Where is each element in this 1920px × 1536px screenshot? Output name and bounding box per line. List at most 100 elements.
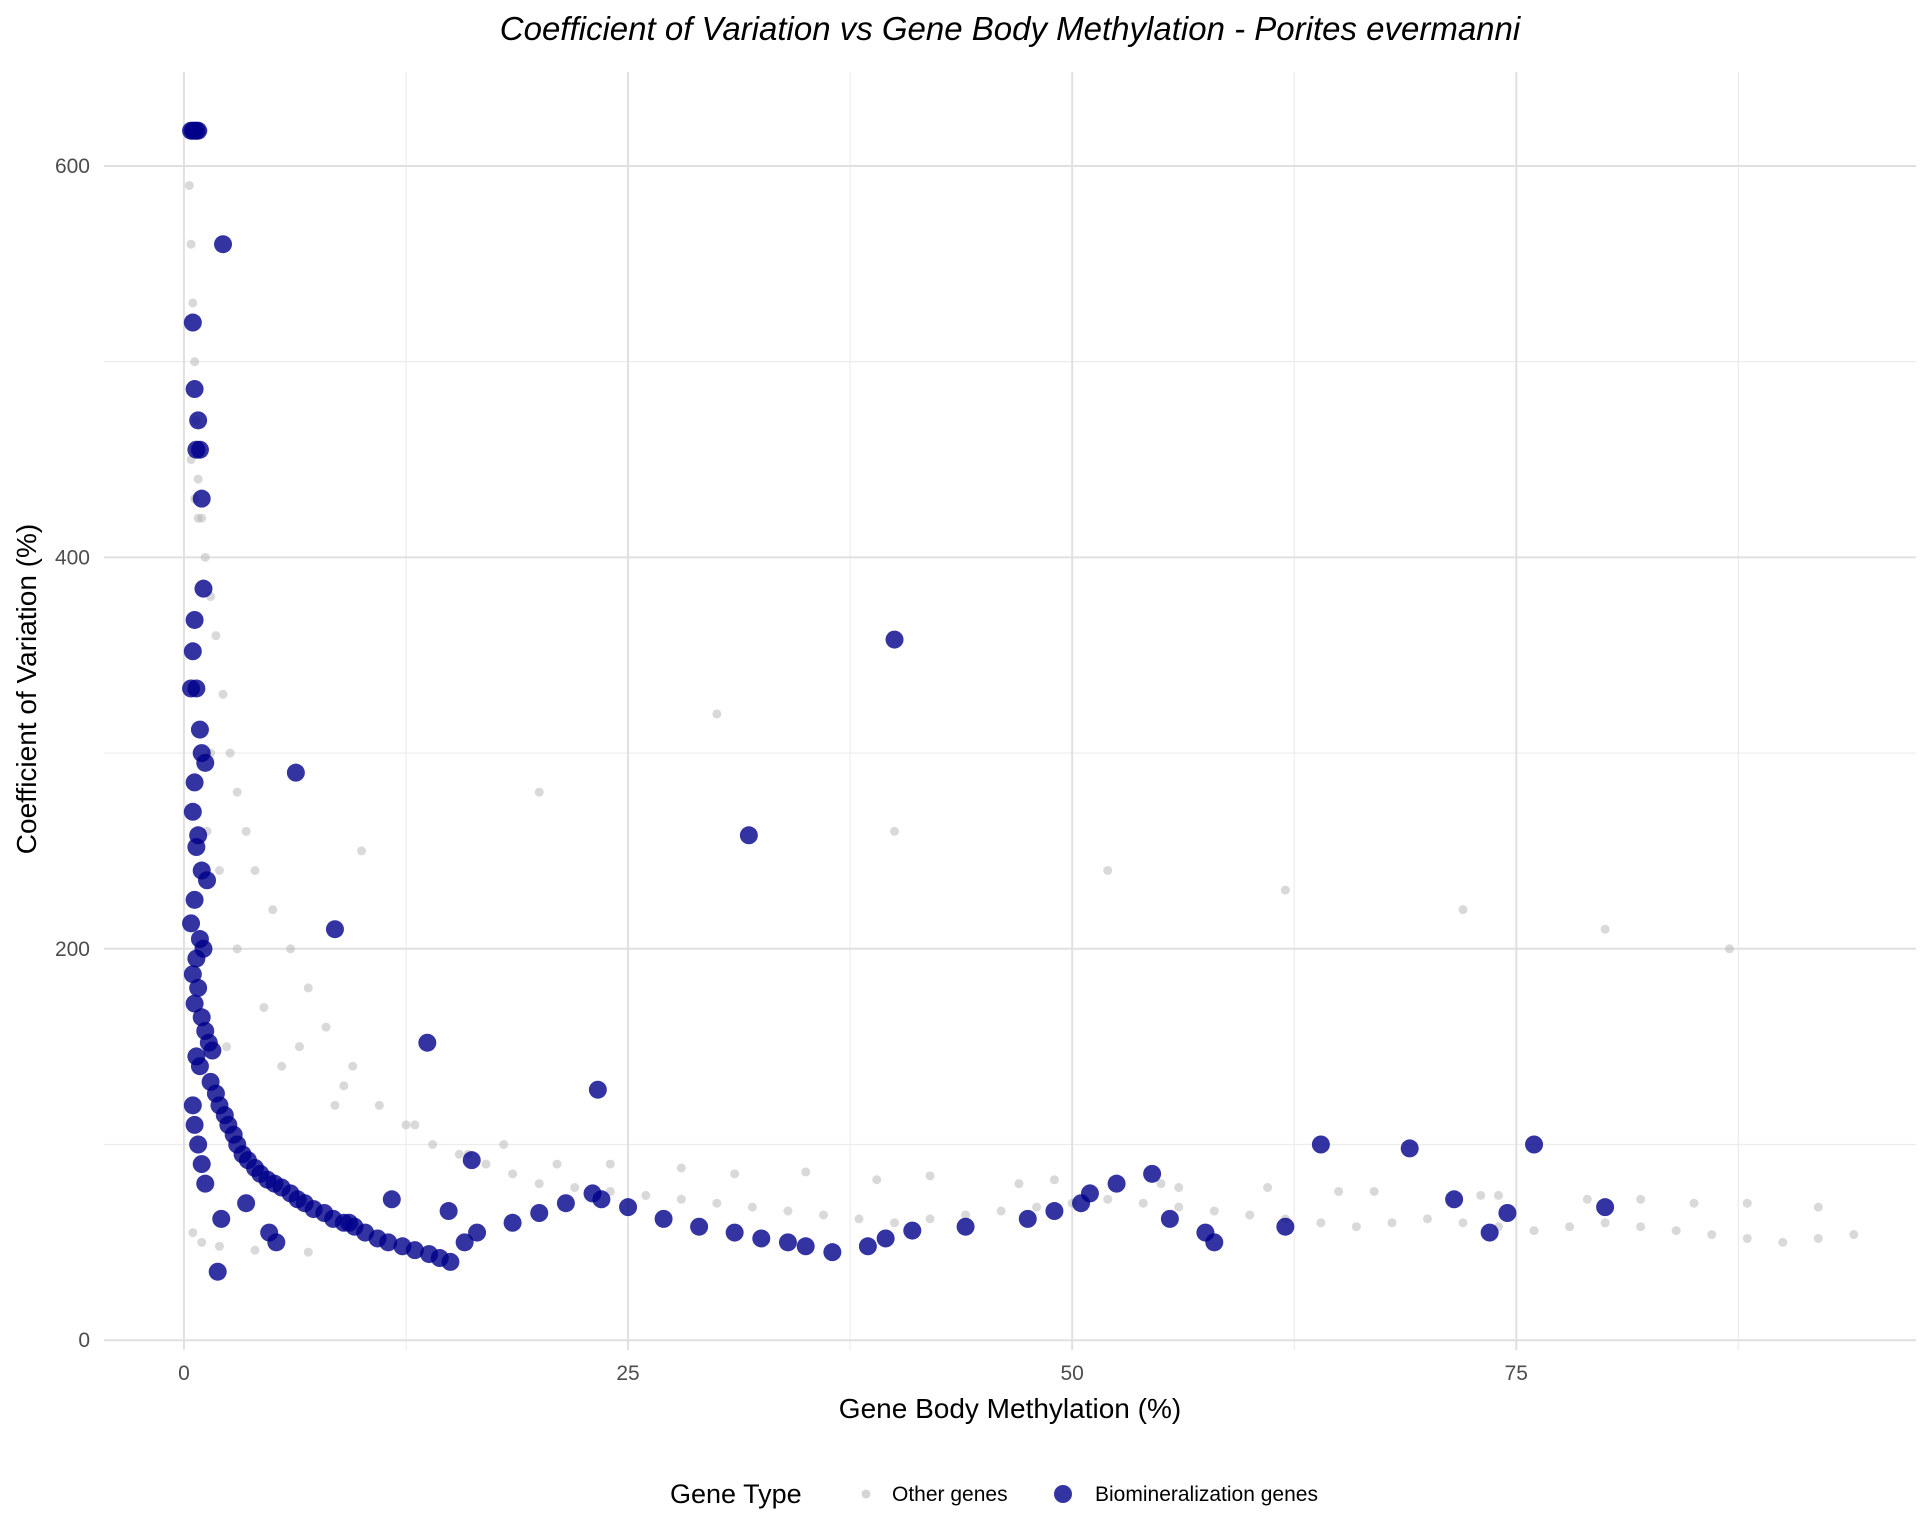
biomineralization-gene-point <box>1525 1135 1544 1154</box>
biomineralization-gene-point <box>739 826 758 845</box>
other-gene-point <box>184 181 194 191</box>
biomineralization-genes-points <box>182 121 1615 1281</box>
legend-label-other-genes: Other genes <box>892 1483 1008 1506</box>
other-gene-point <box>1103 1194 1113 1204</box>
biomineralization-gene-point <box>185 994 204 1013</box>
biomineralization-gene-point <box>530 1204 549 1223</box>
biomineralization-gene-point <box>192 1008 211 1027</box>
biomineralization-gene-point <box>1498 1204 1517 1223</box>
biomineralization-gene-point <box>619 1198 638 1217</box>
other-gene-point <box>1351 1222 1361 1232</box>
other-gene-point <box>401 1120 411 1130</box>
other-gene-point <box>1689 1198 1699 1208</box>
other-gene-point <box>268 905 278 915</box>
other-gene-point <box>1724 944 1734 954</box>
other-gene-point <box>783 1206 793 1216</box>
other-gene-point <box>1138 1198 1148 1208</box>
biomineralization-gene-point <box>267 1233 286 1252</box>
biomineralization-gene-point <box>1480 1223 1499 1242</box>
other-gene-point <box>232 944 242 954</box>
biomineralization-gene-point <box>189 1135 208 1154</box>
biomineralization-gene-point <box>1160 1209 1179 1228</box>
other-gene-point <box>294 1042 304 1052</box>
y-tick-label: 600 <box>55 155 90 178</box>
biomineralization-gene-point <box>1311 1135 1330 1154</box>
biomineralization-gene-point <box>203 1041 222 1060</box>
other-gene-point <box>996 1206 1006 1216</box>
biomineralization-gene-point <box>418 1033 437 1052</box>
biomineralization-gene-point <box>212 1209 231 1228</box>
biomineralization-gene-point <box>183 313 202 332</box>
biomineralization-gene-point <box>196 753 215 772</box>
biomineralization-gene-point <box>189 411 208 430</box>
legend-key-other-genes <box>861 1489 871 1499</box>
biomineralization-gene-point <box>441 1252 460 1271</box>
other-gene-point <box>1103 866 1113 876</box>
other-gene-point <box>1049 1175 1059 1185</box>
x-tick-label: 75 <box>1505 1362 1528 1385</box>
other-gene-point <box>890 826 900 836</box>
other-gene-point <box>1245 1210 1255 1220</box>
other-gene-point <box>534 787 544 797</box>
biomineralization-gene-point <box>198 871 217 890</box>
other-gene-point <box>1458 1218 1468 1228</box>
other-gene-point <box>241 826 251 836</box>
biomineralization-gene-point <box>885 630 904 649</box>
other-gene-point <box>854 1214 864 1224</box>
other-gene-point <box>890 1218 900 1228</box>
other-gene-point <box>1174 1183 1184 1193</box>
biomineralization-gene-point <box>189 978 208 997</box>
biomineralization-gene-point <box>858 1237 877 1256</box>
chart-title: Coefficient of Variation vs Gene Body Me… <box>500 10 1522 47</box>
other-gene-point <box>925 1214 935 1224</box>
other-gene-point <box>1369 1186 1379 1196</box>
other-gene-point <box>818 1210 828 1220</box>
other-gene-point <box>1156 1179 1166 1189</box>
biomineralization-gene-point <box>1143 1164 1162 1183</box>
other-gene-point <box>1582 1194 1592 1204</box>
other-gene-point <box>534 1179 544 1189</box>
other-gene-point <box>214 866 224 876</box>
other-gene-point <box>428 1140 438 1150</box>
other-gene-point <box>188 298 198 308</box>
biomineralization-gene-point <box>462 1151 481 1170</box>
biomineralization-gene-point <box>325 920 344 939</box>
biomineralization-gene-point <box>405 1241 424 1260</box>
other-gene-point <box>222 1042 232 1052</box>
other-gene-point <box>218 689 228 699</box>
biomineralization-gene-point <box>439 1202 458 1221</box>
biomineralization-gene-point <box>956 1217 975 1236</box>
gridlines <box>104 72 1916 1350</box>
other-gene-point <box>303 1247 313 1257</box>
other-gene-point <box>330 1100 340 1110</box>
biomineralization-gene-point <box>208 1262 227 1281</box>
other-gene-point <box>232 787 242 797</box>
biomineralization-gene-point <box>778 1233 797 1252</box>
other-gene-point <box>1565 1222 1575 1232</box>
legend-title: Gene Type <box>670 1479 802 1509</box>
other-gene-point <box>1742 1198 1752 1208</box>
other-gene-point <box>481 1159 491 1169</box>
other-gene-point <box>961 1210 971 1220</box>
other-gene-point <box>303 983 313 993</box>
biomineralization-gene-point <box>382 1190 401 1209</box>
other-gene-point <box>676 1163 686 1173</box>
legend-key-biomineralization-genes <box>1054 1485 1072 1503</box>
other-gene-point <box>1422 1214 1432 1224</box>
biomineralization-gene-point <box>183 802 202 821</box>
biomineralization-gene-point <box>185 773 204 792</box>
biomineralization-gene-point <box>286 763 305 782</box>
biomineralization-gene-point <box>189 121 208 140</box>
other-gene-point <box>348 1061 358 1071</box>
biomineralization-gene-point <box>187 440 206 459</box>
other-gene-point <box>801 1167 811 1177</box>
biomineralization-gene-point <box>190 1057 209 1076</box>
other-gene-point <box>410 1120 420 1130</box>
biomineralization-gene-point <box>1596 1198 1615 1217</box>
other-gene-point <box>1778 1237 1788 1247</box>
other-gene-point <box>259 1003 269 1013</box>
tick-labels: 0 25 50 75 0 200 400 600 <box>55 155 1528 1385</box>
legend-label-biomineralization-genes: Biomineralization genes <box>1095 1483 1318 1506</box>
other-gene-point <box>1636 1194 1646 1204</box>
x-axis-title: Gene Body Methylation (%) <box>839 1393 1181 1424</box>
